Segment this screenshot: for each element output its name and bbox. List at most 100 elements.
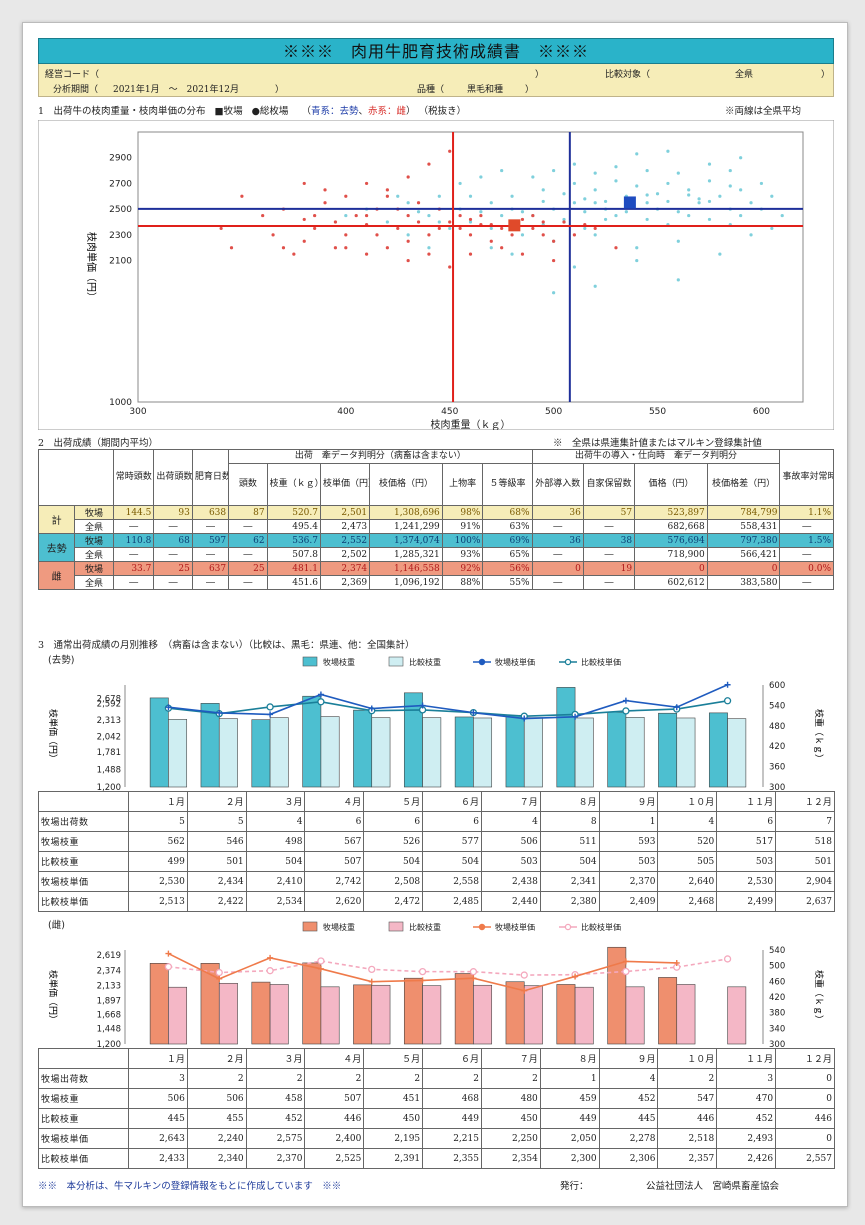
right-axis-label: 枝重（ｋｇ） [813, 970, 825, 1024]
col-header: ５等級率 [482, 463, 533, 506]
row-category: 雌 [37, 561, 76, 590]
scatter-point-heifer [313, 226, 317, 231]
scatter-point-heifer [323, 201, 327, 205]
scatter-point-steer [728, 184, 732, 188]
col-header: 上物率 [441, 463, 484, 506]
scatter-point-steer [645, 217, 649, 222]
compare-weight-bar [523, 985, 543, 1045]
scatter-point-heifer [261, 213, 265, 218]
monthly-cell: 6 [304, 811, 365, 832]
scatter-point-steer [593, 284, 597, 288]
scatter-point-steer [687, 213, 691, 218]
scatter-point-steer [780, 213, 784, 218]
monthly-cell: 452 [716, 1108, 777, 1129]
legend-marker [478, 658, 486, 666]
monthly-cell: 445 [598, 1108, 659, 1129]
scatter-point-heifer [344, 233, 348, 237]
monthly-cell: 7 [775, 811, 835, 832]
farm-price-point [368, 978, 375, 985]
monthly-cell: 2,530 [128, 871, 188, 892]
month-header-row: １月 ２月 ３月 ４月 ５月 ６月 ７月 ８月 ９月 １０月 １１月 １２月 [38, 791, 835, 812]
farm-price-point [572, 713, 579, 720]
scatter-point-steer [770, 226, 774, 231]
table-row: 雌牧場 33.7 25 637 25 481.1 2,374 1,146,558 92% 56% 0… [37, 561, 834, 590]
month-header: ２月 [186, 1048, 247, 1069]
scatter-point-steer [645, 201, 649, 205]
left-tick-label: 1,200 [97, 783, 121, 791]
scatter-point-heifer [458, 213, 462, 218]
month-header: ６月 [422, 1048, 482, 1069]
farm-price-point [317, 965, 324, 972]
month-header: ３月 [245, 791, 306, 812]
legend-farm: 牧場 [223, 106, 243, 117]
table-cell: 1.5% [779, 533, 834, 548]
row-label: 牧場枝単価 [38, 1128, 129, 1149]
farm-point-heifer [508, 219, 521, 232]
monthly-row: 牧場出荷数 5 5 4 6 6 6 4 8 1 4 6 7 [38, 811, 835, 832]
month-header: ８月 [539, 791, 600, 812]
right-tick-label: 380 [769, 1009, 785, 1019]
monthly-cell: 517 [716, 831, 777, 852]
monthly-cell: 2,391 [363, 1148, 424, 1169]
steer-monthly-table: １月 ２月 ３月 ４月 ５月 ６月 ７月 ８月 ９月 １０月 １１月 １２月 牧場出荷数 5 5 4 6 6 6 4 8… [38, 791, 835, 912]
table-cell: 0.0% [779, 561, 834, 576]
scatter-point-heifer [385, 194, 389, 198]
compare-weight-bar [676, 717, 696, 788]
scatter-point-steer [676, 278, 680, 282]
compare-weight-bar [422, 985, 442, 1045]
compare-price-point [317, 698, 325, 706]
scatter-point-heifer [406, 213, 410, 218]
monthly-cell: 577 [422, 831, 482, 852]
shipment-table: 常時頭数 出荷頭数 肥育日数 出荷 牽データ判明分（病畜は含まない） 出荷牛の導… [37, 449, 834, 590]
monthly-cell: 2,530 [716, 871, 777, 892]
monthly-cell: 2,357 [657, 1148, 718, 1169]
monthly-cell: 5 [186, 811, 247, 832]
right-tick-label: 360 [769, 763, 785, 773]
monthly-cell: 2,438 [480, 871, 541, 892]
y-tick-label: 2700 [109, 179, 132, 189]
code-close: ） [535, 70, 545, 80]
scatter-point-steer [635, 184, 639, 188]
scatter-point-steer [583, 197, 587, 201]
col-header: 出荷頭数 [153, 449, 193, 506]
scatter-point-steer [635, 152, 639, 156]
scatter-point-steer [718, 194, 722, 198]
farm-price-point [368, 705, 375, 712]
table-cell: 68% [482, 505, 533, 520]
month-header-row: １月 ２月 ３月 ４月 ５月 ６月 ７月 ８月 ９月 １０月 １１月 １２月 [38, 1048, 835, 1069]
scatter-point-heifer [344, 194, 348, 198]
legend-swatch [302, 656, 318, 667]
scatter-point-steer [572, 201, 577, 205]
monthly-cell: 2 [186, 1068, 247, 1089]
scatter-point-heifer [406, 258, 410, 263]
table-cell: ― [531, 519, 584, 534]
compare-weight-bar [269, 984, 289, 1045]
row-label: 比較枝重 [38, 851, 129, 872]
compare-price-point [622, 707, 630, 715]
row-category: 計 [37, 505, 76, 534]
monthly-cell: 518 [775, 831, 835, 852]
table-cell: ― [191, 575, 230, 590]
legend-marker [564, 658, 572, 666]
monthly-row: 牧場出荷数 3 2 2 2 2 2 2 1 4 2 3 0 [38, 1068, 835, 1089]
scatter-point-heifer [541, 220, 545, 224]
scatter-point-steer [520, 233, 525, 237]
scatter-point-steer [593, 171, 597, 175]
report-title: ※※※ 肉用牛肥育技術成績書 ※※※ [38, 38, 834, 64]
scatter-point-steer [396, 194, 400, 198]
monthly-cell: 2,534 [245, 891, 306, 912]
scatter-point-steer [344, 213, 348, 218]
scatter-point-heifer [302, 217, 306, 222]
right-tick-label: 420 [769, 742, 785, 752]
monthly-cell: 2,250 [480, 1128, 541, 1149]
table-cell: ― [153, 519, 193, 534]
monthly-cell: 2,620 [304, 891, 365, 912]
compare-weight-bar [676, 984, 696, 1045]
scatter-point-steer [541, 199, 545, 204]
scatter-point-steer [510, 252, 514, 256]
heifer-monthly-table: １月 ２月 ３月 ４月 ５月 ６月 ７月 ８月 ９月 １０月 １１月 １２月 牧場出荷数 3 2 2 2 2 2 2 1… [38, 1048, 835, 1169]
scatter-point-heifer [385, 246, 389, 250]
y-tick-label: 2300 [109, 231, 132, 241]
table-cell: 1,374,074 [369, 533, 443, 548]
col-header: 事故率対常時 [779, 449, 834, 506]
